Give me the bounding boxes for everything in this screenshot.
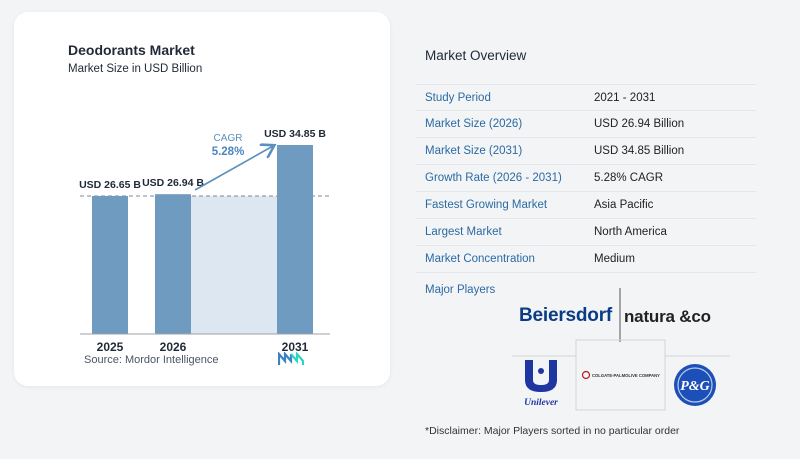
pg-logo-icon: P&G — [674, 364, 716, 406]
row-key: Market Size (2026) — [425, 118, 523, 130]
row-value: Medium — [594, 253, 635, 265]
value-label-2025: USD 26.65 B — [79, 179, 141, 191]
row-key: Market Size (2031) — [425, 145, 523, 157]
colgate-text: COLGATE-PALMOLIVE COMPANY — [592, 373, 660, 378]
row-key: Market Concentration — [425, 253, 535, 265]
row-value: USD 34.85 Billion — [594, 145, 685, 157]
row-value: North America — [594, 226, 667, 238]
svg-text:P&G: P&G — [680, 379, 710, 394]
bar-2025 — [92, 196, 128, 334]
mordor-logo-icon — [278, 352, 304, 365]
row-key: Study Period — [425, 91, 491, 104]
source-text: Source: Mordor Intelligence — [84, 354, 219, 366]
table-row: Fastest Growing Market Asia Pacific — [416, 192, 756, 219]
cagr-arrow — [194, 146, 273, 191]
bar-2026 — [155, 194, 191, 334]
players-title: Major Players — [425, 284, 496, 296]
natura-logo: natura &co — [624, 307, 711, 326]
svg-text:Unilever: Unilever — [524, 398, 558, 408]
table-row: Market Concentration Medium — [416, 246, 756, 273]
unilever-logo-icon: Unilever — [524, 360, 558, 408]
bar-chart: USD 26.65 B 2025 USD 26.94 B 2026 USD 34.85 … — [79, 128, 330, 354]
colgate-logo: COLGATE-PALMOLIVE COMPANY — [581, 368, 665, 387]
logo-grid-lines — [512, 288, 730, 411]
table-row: Market Size (2026) USD 26.94 Billion — [416, 111, 756, 138]
x-tick-label-2025: 2025 — [97, 340, 124, 354]
value-label-2026: USD 26.94 B — [142, 177, 204, 189]
table-row: Study Period 2021 - 2031 — [416, 84, 756, 111]
cagr-label: CAGR — [214, 133, 243, 144]
cagr-value: 5.28% — [212, 146, 245, 158]
row-value: Asia Pacific — [594, 199, 654, 211]
row-value: 2021 - 2031 — [594, 91, 656, 104]
row-key: Growth Rate (2026 - 2031) — [425, 172, 562, 184]
table-row: Growth Rate (2026 - 2031) 5.28% CAGR — [416, 165, 756, 192]
beiersdorf-logo: Beiersdorf — [519, 305, 613, 326]
x-tick-label-2031: 2031 — [282, 340, 309, 354]
table-row: Largest Market North America — [416, 219, 756, 246]
row-value: 5.28% CAGR — [594, 172, 664, 184]
chart-title: Deodorants Market — [68, 42, 195, 58]
bar-2031 — [277, 145, 313, 334]
row-key: Fastest Growing Market — [425, 199, 548, 211]
overview-table: Study Period 2021 - 2031 Market Size (202… — [416, 84, 756, 273]
row-key: Largest Market — [425, 226, 502, 238]
x-tick-label-2026: 2026 — [160, 340, 187, 354]
chart-subtitle: Market Size in USD Billion — [68, 63, 203, 75]
value-label-2031: USD 34.85 B — [264, 128, 326, 140]
overview-title: Market Overview — [425, 48, 527, 63]
row-value: USD 26.94 Billion — [594, 118, 685, 130]
table-row: Market Size (2031) USD 34.85 Billion — [416, 138, 756, 165]
disclaimer-text: *Disclaimer: Major Players sorted in no … — [425, 425, 680, 437]
